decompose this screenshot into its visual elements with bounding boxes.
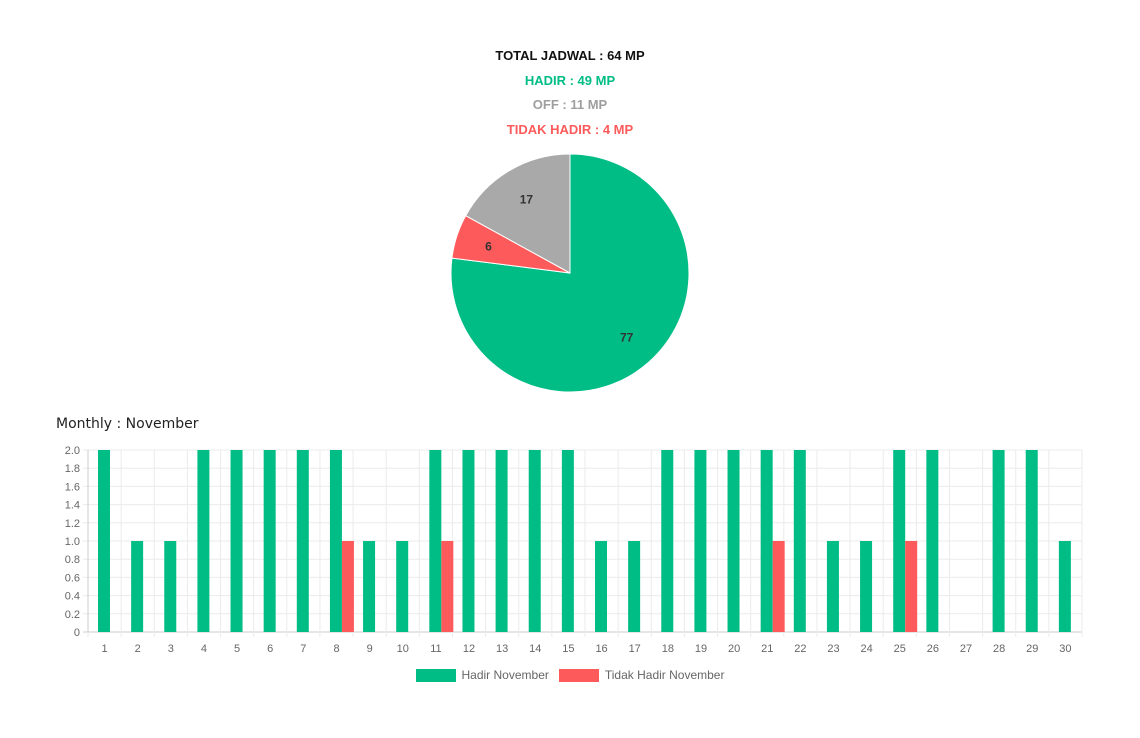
x-tick-label: 20: [728, 643, 740, 655]
x-tick-label: 17: [629, 643, 641, 655]
x-tick-label: 1: [102, 643, 108, 655]
legend-swatch-tidak-hadir: [558, 668, 599, 682]
bar-hadir[interactable]: [628, 541, 641, 632]
bar-hadir[interactable]: [992, 450, 1005, 632]
x-tick-label: 25: [894, 643, 906, 655]
x-tick-label: 16: [595, 643, 607, 655]
bar-hadir[interactable]: [826, 541, 839, 632]
y-tick-label: 1.2: [65, 518, 80, 530]
x-tick-label: 10: [397, 643, 409, 655]
y-tick-label: 1.8: [65, 463, 80, 475]
bar-hadir[interactable]: [1025, 450, 1038, 632]
legend-label-tidak-hadir: Tidak Hadir November: [604, 668, 725, 682]
bar-hadir[interactable]: [528, 450, 541, 632]
x-tick-label: 29: [1026, 643, 1038, 655]
x-tick-label: 26: [927, 643, 939, 655]
bar-hadir[interactable]: [396, 541, 409, 632]
pie-slice-label: 6: [485, 240, 492, 254]
x-tick-label: 3: [168, 643, 174, 655]
bar-hadir[interactable]: [131, 541, 144, 632]
bar-hadir[interactable]: [926, 450, 939, 632]
pie-slice[interactable]: [465, 153, 571, 274]
x-tick-label: 5: [234, 643, 240, 655]
x-tick-label: 18: [662, 643, 674, 655]
bar-hadir[interactable]: [595, 541, 607, 632]
bar-hadir[interactable]: [164, 541, 177, 632]
bar-hadir[interactable]: [661, 450, 674, 632]
x-tick-label: 7: [300, 643, 306, 655]
x-tick-label: 6: [267, 643, 273, 655]
legend-item-hadir[interactable]: Hadir November: [415, 668, 549, 682]
x-tick-label: 4: [201, 643, 207, 655]
x-tick-label: 24: [861, 643, 873, 655]
y-tick-label: 2.0: [65, 445, 80, 457]
bar-tidak-hadir[interactable]: [772, 541, 785, 632]
bar-hadir[interactable]: [98, 450, 110, 632]
legend-label-hadir: Hadir November: [461, 668, 549, 682]
off-count-text: OFF : 11 MP: [532, 97, 608, 112]
x-tick-label: 2: [135, 643, 141, 655]
y-tick-label: 1.6: [65, 481, 80, 493]
bar-hadir[interactable]: [197, 450, 210, 632]
bar-tidak-hadir[interactable]: [905, 541, 918, 632]
x-tick-label: 9: [367, 643, 373, 655]
x-tick-label: 8: [333, 643, 339, 655]
x-tick-label: 30: [1059, 643, 1071, 655]
monthly-chart-title: Monthly : November: [56, 416, 199, 432]
bar-hadir[interactable]: [893, 450, 906, 632]
bar-hadir[interactable]: [694, 450, 707, 632]
bar-hadir[interactable]: [1058, 541, 1071, 632]
x-tick-label: 19: [695, 643, 707, 655]
bar-hadir[interactable]: [363, 541, 376, 632]
y-tick-label: 0.2: [65, 609, 80, 621]
bar-hadir[interactable]: [860, 541, 873, 632]
attendance-summary: TOTAL JADWAL : 64 MP HADIR : 49 MP OFF :…: [0, 44, 1140, 142]
absent-count-text: TIDAK HADIR : 4 MP: [506, 121, 634, 137]
bar-hadir[interactable]: [230, 450, 243, 632]
y-tick-label: 1.4: [65, 500, 80, 512]
total-schedule-text: TOTAL JADWAL : 64 MP: [495, 48, 645, 63]
bar-hadir[interactable]: [296, 450, 309, 632]
y-tick-label: 0.8: [65, 554, 80, 566]
x-tick-label: 23: [827, 643, 839, 655]
bar-hadir[interactable]: [495, 450, 508, 632]
attendance-pie-chart: 77 6 17: [450, 153, 690, 393]
bar-hadir[interactable]: [462, 450, 475, 632]
x-tick-label: 22: [794, 643, 806, 655]
bar-hadir[interactable]: [561, 450, 574, 632]
x-tick-label: 27: [960, 643, 972, 655]
bar-tidak-hadir[interactable]: [341, 541, 354, 632]
pie-slice-label: 17: [520, 192, 534, 206]
x-tick-label: 21: [761, 643, 773, 655]
x-tick-label: 11: [430, 643, 441, 655]
legend-item-tidak-hadir[interactable]: Tidak Hadir November: [558, 668, 725, 682]
bar-hadir[interactable]: [793, 450, 806, 632]
y-tick-label: 0.6: [65, 572, 80, 584]
bar-hadir[interactable]: [429, 450, 442, 632]
y-tick-label: 0.4: [65, 591, 80, 603]
bar-hadir[interactable]: [727, 450, 740, 632]
x-tick-label: 12: [463, 643, 475, 655]
bar-chart-legend: Hadir November Tidak Hadir November: [0, 668, 1140, 682]
pie-slice-label: 77: [620, 330, 634, 344]
y-tick-label: 0: [74, 627, 80, 639]
bar-hadir[interactable]: [263, 450, 276, 632]
y-tick-label: 1.0: [65, 536, 80, 548]
bar-tidak-hadir[interactable]: [441, 541, 454, 632]
x-tick-label: 13: [496, 643, 508, 655]
bar-hadir[interactable]: [760, 450, 773, 632]
x-tick-label: 15: [562, 643, 574, 655]
present-count-text: HADIR : 49 MP: [524, 72, 616, 88]
legend-swatch-hadir: [415, 668, 456, 682]
x-tick-label: 14: [529, 643, 541, 655]
bar-hadir[interactable]: [329, 450, 342, 632]
x-tick-label: 28: [993, 643, 1005, 655]
